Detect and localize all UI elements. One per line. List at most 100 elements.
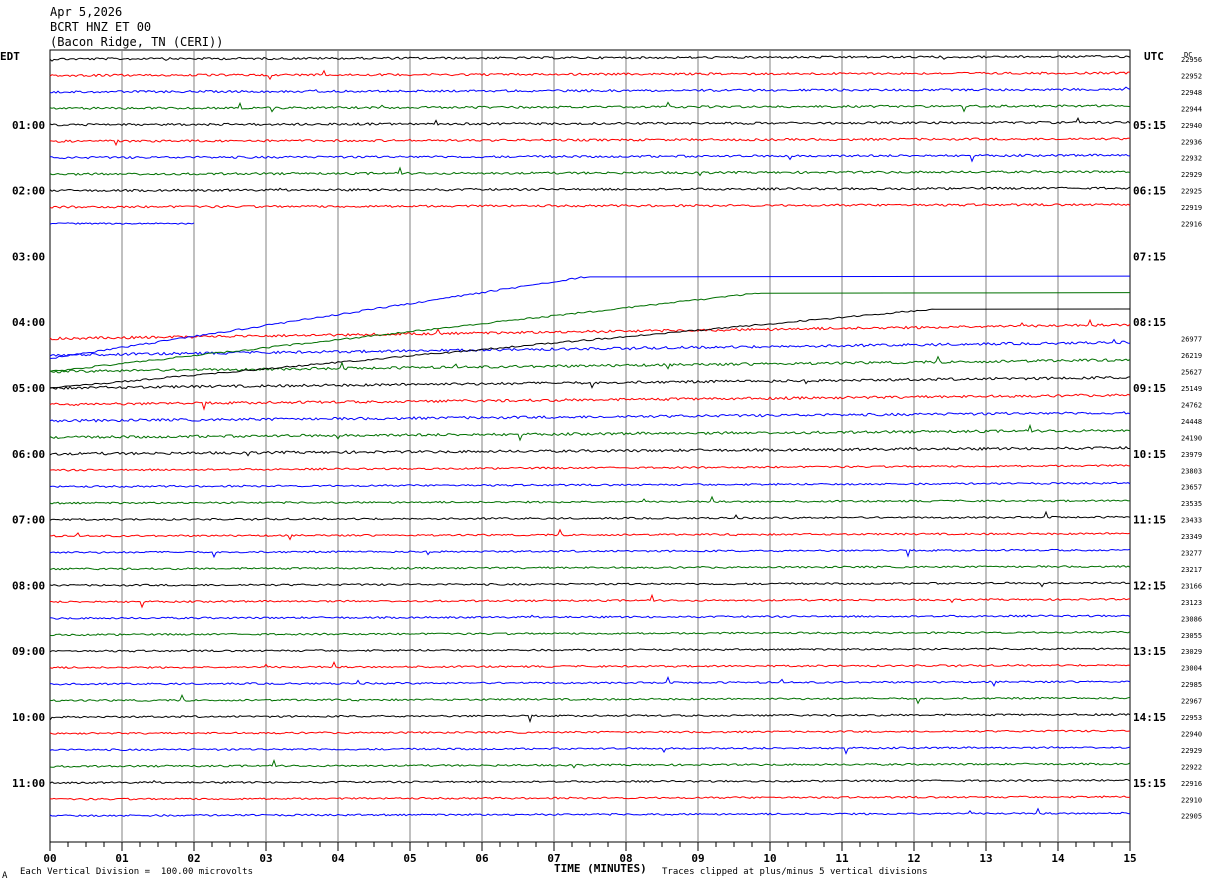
trace-line <box>49 528 1131 541</box>
x-tick-label: 01 <box>115 852 129 865</box>
trace-line <box>49 393 1131 411</box>
trace-line <box>49 807 1131 818</box>
dc-offset-label: 26219 <box>1181 352 1202 360</box>
dc-label: DC <box>1184 51 1192 59</box>
dc-offset-label: 22925 <box>1181 188 1202 196</box>
x-tick-label: 06 <box>475 852 489 865</box>
dc-offset-label: 26977 <box>1181 336 1202 344</box>
dc-offset-label: 22985 <box>1181 681 1202 689</box>
dc-offset-label: 22940 <box>1181 730 1202 738</box>
left-hour-label: 09:00 <box>12 645 45 658</box>
dc-offset-label: 22953 <box>1181 714 1202 722</box>
trace-line <box>49 308 1131 389</box>
trace-line <box>49 758 1131 769</box>
right-hour-label: 12:15 <box>1133 579 1166 592</box>
left-hour-label: 11:00 <box>12 777 45 790</box>
dc-offset-label: 23217 <box>1181 566 1202 574</box>
trace-line <box>49 778 1131 785</box>
trace-line <box>49 481 1131 488</box>
dc-offset-label: 23123 <box>1181 599 1202 607</box>
left-hour-label: 06:00 <box>12 448 45 461</box>
trace-line <box>49 548 1131 559</box>
trace-line <box>49 495 1131 505</box>
trace-line <box>49 614 1131 620</box>
trace-line <box>49 318 1131 341</box>
x-tick-label: 02 <box>187 852 200 865</box>
dc-offset-label: 23086 <box>1181 615 1202 623</box>
right-hour-label: 10:15 <box>1133 448 1166 461</box>
dc-offset-label: 23166 <box>1181 582 1202 590</box>
plot-frame <box>49 49 1131 843</box>
trace-line <box>49 411 1131 423</box>
left-hour-label: 01:00 <box>12 119 45 132</box>
record-date: Apr 5,2026 <box>50 5 123 19</box>
dc-offset-label: 23004 <box>1181 665 1202 673</box>
right-hour-label: 11:15 <box>1133 514 1166 527</box>
dc-offset-label: 22944 <box>1181 105 1202 113</box>
x-tick-label: 13 <box>979 852 992 865</box>
x-tick-label: 11 <box>835 852 849 865</box>
x-tick-label: 08 <box>619 852 632 865</box>
dc-offset-label: 22948 <box>1181 89 1202 97</box>
x-tick-label: 12 <box>907 852 920 865</box>
trace-line <box>49 630 1131 637</box>
dc-offset-label: 24762 <box>1181 401 1202 409</box>
right-hour-label: 07:15 <box>1133 250 1166 263</box>
trace-line <box>49 137 1131 147</box>
trace-line <box>49 713 1131 724</box>
left-timezone-label: EDT <box>0 50 20 63</box>
dc-offset-label: 22916 <box>1181 221 1202 229</box>
right-timezone-label: UTC <box>1144 50 1164 63</box>
x-tick-label: 03 <box>259 852 272 865</box>
dc-offset-label: 25149 <box>1181 385 1202 393</box>
trace-line <box>49 661 1131 670</box>
trace-line <box>49 69 1130 81</box>
dc-offset-label: 23535 <box>1181 500 1202 508</box>
trace-line <box>49 292 1131 372</box>
trace-line <box>49 746 1131 755</box>
dc-offset-label: 25627 <box>1181 369 1202 377</box>
right-hour-label: 15:15 <box>1133 777 1166 790</box>
dc-offset-label: 22929 <box>1181 747 1202 755</box>
right-hour-label: 08:15 <box>1133 316 1166 329</box>
trace-line <box>50 153 1131 163</box>
trace-line <box>49 729 1131 735</box>
right-hour-label: 09:15 <box>1133 382 1166 395</box>
dc-offset-label: 22952 <box>1181 72 1202 80</box>
trace-line <box>49 647 1131 653</box>
dc-offset-label: 23277 <box>1181 550 1202 558</box>
dc-offset-label: 23055 <box>1181 632 1202 640</box>
right-hour-label: 06:15 <box>1133 185 1166 198</box>
dc-offset-label: 22956 <box>1181 56 1202 64</box>
right-hour-label: 14:15 <box>1133 711 1166 724</box>
trace-line <box>49 222 195 225</box>
station-location: (Bacon Ridge, TN (CERI)) <box>50 35 224 49</box>
dc-offset-label: 23029 <box>1181 648 1202 656</box>
trace-line <box>49 338 1131 357</box>
trace-line <box>49 101 1131 113</box>
x-tick-label: 09 <box>691 852 704 865</box>
station-code: BCRT HNZ ET 00 <box>50 20 152 34</box>
trace-line <box>49 593 1131 609</box>
dc-offset-label: 22922 <box>1181 763 1202 771</box>
dc-offset-label: 23349 <box>1181 533 1202 541</box>
dc-offset-label: 22929 <box>1181 171 1202 179</box>
dc-offset-label: 22919 <box>1181 204 1202 212</box>
right-hour-label: 05:15 <box>1133 119 1166 132</box>
left-hour-label: 10:00 <box>12 711 45 724</box>
trace-line <box>49 795 1131 801</box>
dc-offset-label: 24190 <box>1181 434 1202 442</box>
trace-line <box>49 464 1131 472</box>
dc-offset-label: 22916 <box>1181 780 1202 788</box>
trace-line <box>49 355 1131 374</box>
dc-offset-label: 22936 <box>1181 138 1202 146</box>
dc-offset-label: 22905 <box>1181 813 1202 821</box>
left-hour-label: 03:00 <box>12 250 45 263</box>
dc-offset-label: 23433 <box>1181 517 1202 525</box>
trace-line <box>49 693 1131 705</box>
trace-line <box>49 375 1131 390</box>
left-hour-label: 05:00 <box>12 382 45 395</box>
trace-line <box>49 54 1131 62</box>
dc-offset-label: 22910 <box>1181 796 1202 804</box>
